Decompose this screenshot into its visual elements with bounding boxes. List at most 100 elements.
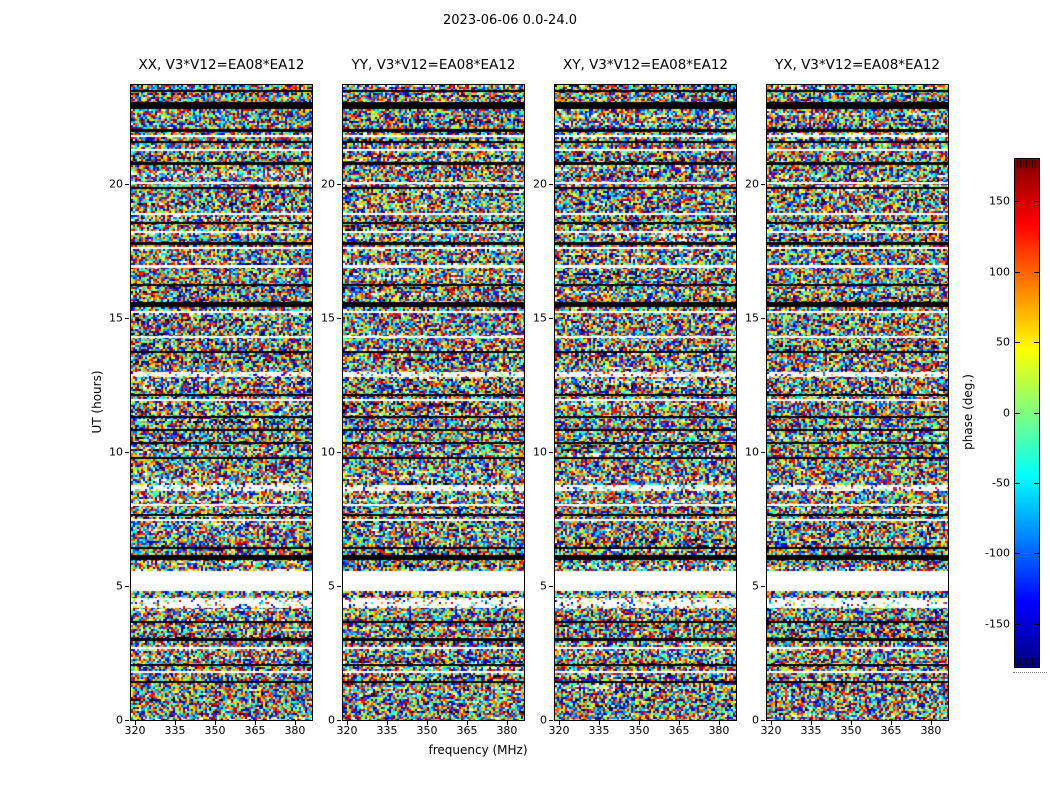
x-tick-label: 380	[708, 724, 730, 737]
x-tick-mark	[506, 721, 508, 725]
colorbar-tick-label: 50	[996, 335, 1010, 349]
y-tick-label: 10	[321, 445, 335, 459]
colorbar-tick-mark	[1015, 553, 1020, 555]
colorbar-tick-label: 0	[1003, 406, 1010, 419]
x-tick-mark	[426, 721, 428, 725]
y-tick-mark	[761, 452, 765, 454]
phase-waterfall-XX	[130, 84, 313, 721]
x-tick-mark	[770, 721, 772, 725]
y-tick-mark	[125, 720, 129, 721]
colorbar-tick-mark	[1034, 553, 1039, 555]
x-tick-mark	[890, 721, 892, 725]
x-tick-mark	[810, 721, 812, 725]
y-tick-mark	[549, 452, 553, 454]
y-tick-label: 20	[109, 177, 123, 191]
x-tick-mark	[598, 721, 600, 725]
y-tick-mark	[125, 586, 129, 588]
colorbar-tick-mark	[1034, 412, 1039, 414]
y-tick-label: 0	[540, 713, 547, 727]
y-tick-mark	[761, 586, 765, 588]
phase-waterfall-XY	[554, 84, 737, 721]
x-tick-label: 335	[800, 724, 822, 737]
y-tick-mark	[761, 184, 765, 186]
y-tick-label: 20	[745, 177, 759, 191]
x-tick-mark	[174, 721, 176, 725]
y-tick-mark	[549, 720, 553, 721]
x-tick-label: 380	[496, 724, 518, 737]
x-tick-mark	[254, 721, 256, 725]
panel-title-YX: YX, V3*V12=EA08*EA12	[774, 57, 941, 73]
colorbar-tick-label: -50	[992, 476, 1010, 490]
colorbar-underline-dots	[1013, 672, 1047, 673]
colorbar-tick-mark	[1034, 271, 1039, 273]
colorbar-tick-mark	[1034, 482, 1039, 484]
y-tick-mark	[337, 720, 341, 721]
y-tick-label: 5	[116, 579, 123, 593]
x-tick-mark	[134, 721, 136, 725]
y-tick-label: 15	[321, 311, 335, 325]
colorbar-tick-label: 150	[989, 194, 1010, 208]
y-tick-label: 0	[328, 713, 335, 727]
y-tick-mark	[337, 586, 341, 588]
x-tick-label: 365	[880, 724, 902, 737]
x-tick-label: 365	[456, 724, 478, 737]
x-tick-mark	[386, 721, 388, 725]
panel-title-XY: XY, V3*V12=EA08*EA12	[562, 57, 729, 73]
colorbar-tick-label: -150	[985, 617, 1010, 631]
x-tick-label: 335	[164, 724, 186, 737]
y-tick-mark	[549, 586, 553, 588]
x-tick-mark	[638, 721, 640, 725]
x-tick-label: 380	[920, 724, 942, 737]
colorbar-tick-mark	[1015, 271, 1020, 273]
y-tick-label: 20	[321, 177, 335, 191]
phase-waterfall-YX	[766, 84, 949, 721]
y-tick-mark	[125, 318, 129, 320]
x-tick-mark	[930, 721, 932, 725]
y-tick-label: 0	[116, 713, 123, 727]
colorbar-tick-label: 100	[989, 265, 1010, 279]
x-tick-label: 320	[336, 724, 358, 737]
y-tick-mark	[761, 720, 765, 721]
x-tick-mark	[346, 721, 348, 725]
colorbar-tick-mark	[1015, 342, 1020, 344]
y-tick-label: 15	[533, 311, 547, 325]
y-tick-mark	[337, 318, 341, 320]
colorbar-tick-label: -100	[985, 546, 1010, 560]
x-tick-label: 350	[204, 724, 226, 737]
y-axis-label: UT (hours)	[90, 370, 104, 434]
x-tick-mark	[558, 721, 560, 725]
y-tick-mark	[337, 184, 341, 186]
x-tick-label: 350	[628, 724, 650, 737]
x-tick-mark	[214, 721, 216, 725]
x-tick-mark	[294, 721, 296, 725]
x-tick-label: 365	[244, 724, 266, 737]
x-tick-label: 350	[416, 724, 438, 737]
colorbar-label: phase (deg.)	[961, 374, 975, 450]
y-tick-label: 20	[533, 177, 547, 191]
y-tick-mark	[337, 452, 341, 454]
y-tick-mark	[125, 452, 129, 454]
x-tick-label: 320	[124, 724, 146, 737]
x-tick-mark	[850, 721, 852, 725]
y-tick-label: 10	[533, 445, 547, 459]
y-tick-label: 15	[745, 311, 759, 325]
x-tick-label: 320	[760, 724, 782, 737]
x-tick-mark	[718, 721, 720, 725]
colorbar-tick-mark	[1015, 201, 1020, 203]
colorbar-tick-mark	[1034, 623, 1039, 625]
x-axis-label: frequency (MHz)	[428, 743, 528, 757]
x-tick-label: 335	[588, 724, 610, 737]
x-tick-label: 350	[840, 724, 862, 737]
y-tick-mark	[549, 184, 553, 186]
panel-title-YY: YY, V3*V12=EA08*EA12	[351, 57, 516, 73]
y-tick-label: 15	[109, 311, 123, 325]
y-tick-mark	[761, 318, 765, 320]
y-tick-label: 10	[745, 445, 759, 459]
figure-title: 2023-06-06 0.0-24.0	[443, 13, 577, 28]
y-tick-mark	[125, 184, 129, 186]
y-tick-label: 10	[109, 445, 123, 459]
x-tick-label: 320	[548, 724, 570, 737]
colorbar-tick-mark	[1034, 342, 1039, 344]
y-tick-label: 5	[752, 579, 759, 593]
